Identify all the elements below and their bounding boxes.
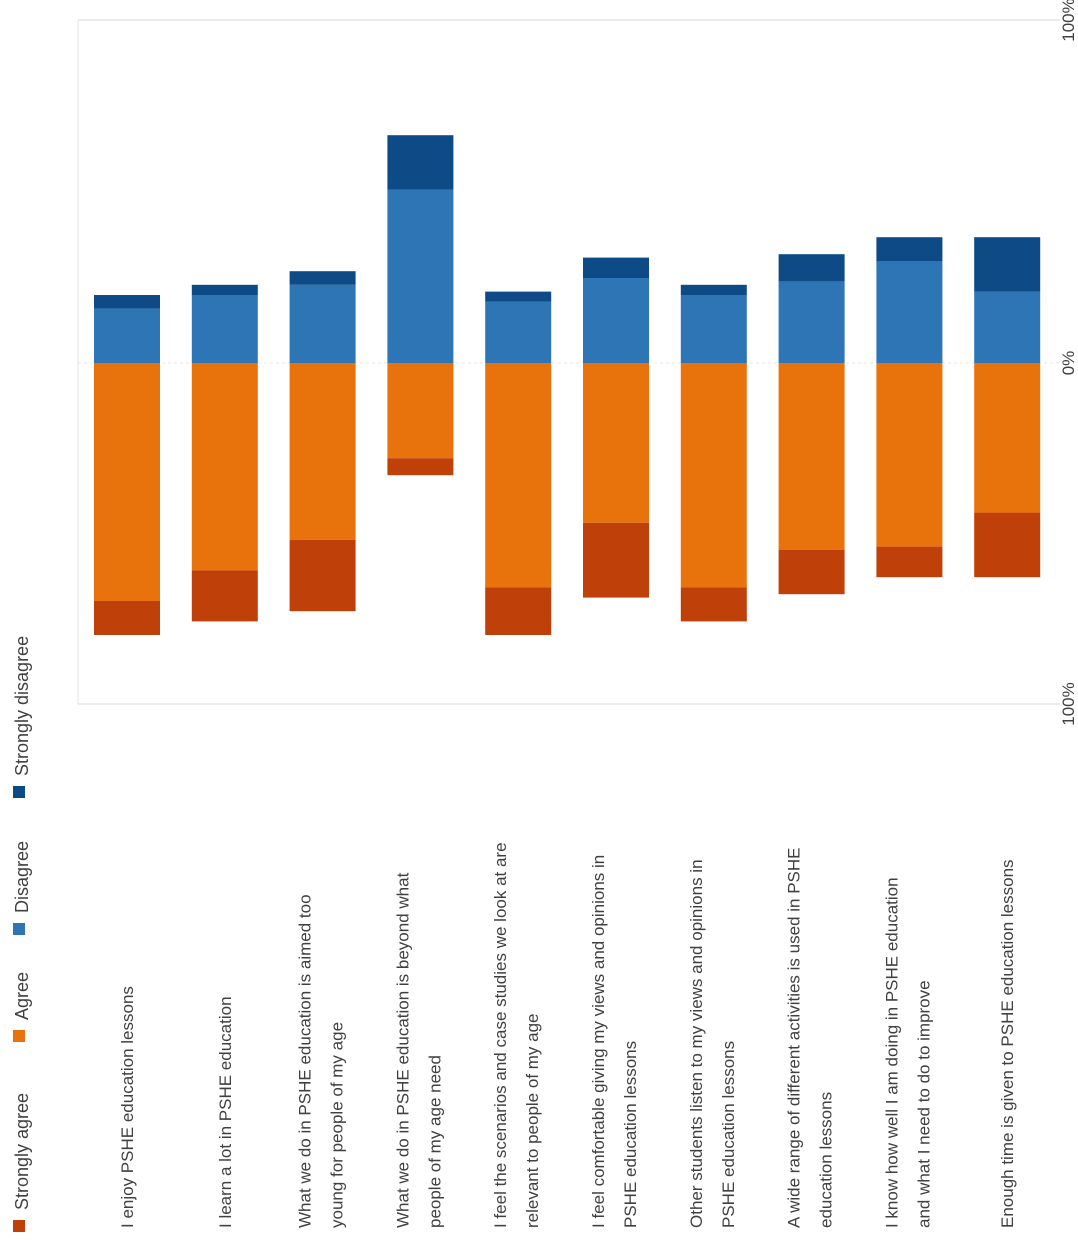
bar-agree-2 (191, 363, 258, 571)
bar-agree-7 (680, 363, 747, 588)
bar-disagree-3 (289, 284, 356, 363)
legend-item-disagree: Disagree (12, 841, 32, 935)
axis-tick-label-2: 0% (1059, 351, 1078, 376)
bar-strongly-disagree-1 (94, 295, 160, 309)
bar-strongly-disagree-4 (387, 135, 454, 190)
axis-tick-label-3: 100% (1059, 682, 1078, 725)
bar-disagree-5 (485, 301, 552, 363)
bar-group-2 (191, 284, 258, 622)
bar-group-6 (583, 257, 649, 598)
bar-disagree-7 (680, 295, 747, 363)
category-label-5-line-2: relevant to people of my age (523, 1013, 542, 1228)
category-label-6-line-1: I feel comfortable giving my views and o… (589, 855, 608, 1228)
category-label-9-line-1: I know how well I am doing in PSHE educa… (882, 877, 901, 1228)
bar-agree-9 (876, 363, 943, 547)
bar-group-8 (778, 254, 845, 595)
category-label-4-line-2: people of my age need (425, 1055, 444, 1228)
bar-agree-8 (778, 363, 845, 550)
category-label-8-line-1: A wide range of different activities is … (785, 848, 804, 1229)
bar-disagree-1 (94, 308, 160, 363)
bar-group-10 (974, 237, 1041, 578)
category-label-5-line-1: I feel the scenarios and case studies we… (491, 842, 510, 1228)
bar-group-1 (94, 295, 160, 635)
legend-item-agree: Agree (12, 972, 32, 1042)
category-label-10: Enough time is given to PSHE education l… (998, 859, 1017, 1228)
legend: Strongly agree Agree Disagree Strongly disa… (12, 636, 32, 1232)
category-label-9-line-2: and what I need to do to improve (914, 980, 933, 1228)
legend-swatch-disagree (13, 923, 25, 935)
bar-agree-5 (485, 363, 552, 588)
category-label-7-line-2: PSHE education lessons (719, 1041, 738, 1228)
legend-swatch-strongly-disagree (13, 786, 25, 798)
bar-strongly-disagree-7 (680, 284, 747, 295)
bar-strongly-agree-5 (485, 587, 552, 635)
legend-label-strongly-agree: Strongly agree (12, 1093, 32, 1210)
bar-strongly-disagree-9 (876, 237, 943, 261)
bar-strongly-agree-7 (680, 587, 747, 622)
bars (94, 135, 1041, 635)
bar-strongly-disagree-8 (778, 254, 845, 282)
bar-group-7 (680, 284, 747, 622)
axis-tick-label-1: 100% (1059, 0, 1078, 42)
category-label-4-line-1: What we do in PSHE education is beyond w… (393, 872, 412, 1228)
bar-disagree-2 (191, 295, 258, 363)
bar-group-3 (289, 271, 356, 612)
bar-group-4 (387, 135, 454, 476)
category-label-6-line-2: PSHE education lessons (621, 1041, 640, 1228)
legend-label-disagree: Disagree (12, 841, 32, 913)
bar-group-9 (876, 237, 943, 578)
bar-strongly-agree-10 (974, 512, 1041, 578)
axis-ticks: 100% 0% 100% (1059, 0, 1078, 726)
legend-swatch-strongly-agree (13, 1220, 25, 1232)
bar-strongly-agree-9 (876, 546, 943, 578)
category-label-1: I enjoy PSHE education lessons (118, 986, 137, 1228)
legend-item-strongly-agree: Strongly agree (12, 1093, 32, 1232)
legend-label-agree: Agree (12, 972, 32, 1020)
bar-strongly-agree-4 (387, 458, 454, 476)
legend-item-strongly-disagree: Strongly disagree (12, 636, 32, 798)
bar-disagree-8 (778, 281, 845, 363)
category-label-7-line-1: Other students listen to my views and op… (687, 859, 706, 1228)
bar-disagree-10 (974, 291, 1041, 363)
bar-strongly-agree-3 (289, 539, 356, 612)
category-label-3-line-2: young for people of my age (328, 1022, 347, 1228)
legend-swatch-agree (13, 1030, 25, 1042)
bar-strongly-disagree-3 (289, 271, 356, 285)
bar-agree-1 (94, 363, 160, 601)
bar-strongly-agree-8 (778, 550, 845, 595)
bar-strongly-disagree-5 (485, 291, 552, 302)
bar-disagree-9 (876, 261, 943, 363)
bar-strongly-disagree-2 (191, 284, 258, 295)
bar-agree-10 (974, 363, 1041, 513)
bar-strongly-agree-6 (583, 522, 649, 598)
bar-disagree-4 (387, 189, 454, 363)
bar-group-5 (485, 291, 552, 635)
bar-strongly-disagree-6 (583, 257, 649, 278)
category-labels: I enjoy PSHE education lessons I learn a … (118, 842, 1017, 1228)
bar-strongly-agree-1 (94, 601, 160, 635)
bar-agree-3 (289, 363, 356, 540)
bar-agree-4 (387, 363, 454, 459)
category-label-3-line-1: What we do in PSHE education is aimed to… (296, 894, 315, 1228)
category-label-2: I learn a lot in PSHE education (216, 996, 235, 1228)
bar-agree-6 (583, 363, 649, 523)
bar-strongly-agree-2 (191, 570, 258, 622)
chart-content: 100% 0% 100% I enjoy PSHE education lesson… (12, 0, 1078, 1232)
bar-disagree-6 (583, 278, 649, 363)
category-label-8-line-2: education lessons (817, 1092, 836, 1228)
bar-strongly-disagree-10 (974, 237, 1041, 292)
legend-label-strongly-disagree: Strongly disagree (12, 636, 32, 776)
